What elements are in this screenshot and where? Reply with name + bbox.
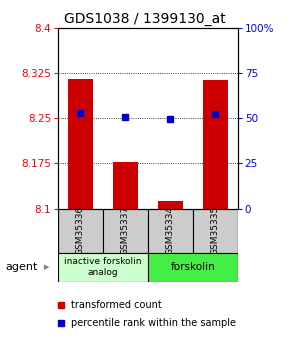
Bar: [58, 253, 148, 282]
Bar: [193, 209, 238, 253]
Bar: [113, 161, 138, 209]
Text: inactive forskolin
analog: inactive forskolin analog: [64, 257, 142, 277]
Bar: [148, 253, 238, 282]
Bar: [58, 209, 103, 253]
Text: GSM35336: GSM35336: [76, 206, 85, 255]
Text: GDS1038 / 1399130_at: GDS1038 / 1399130_at: [64, 12, 226, 26]
Text: transformed count: transformed count: [71, 300, 162, 310]
Bar: [158, 201, 183, 209]
Text: agent: agent: [6, 262, 38, 272]
Text: GSM35335: GSM35335: [211, 206, 220, 255]
Bar: [203, 80, 228, 209]
Text: GSM35334: GSM35334: [166, 206, 175, 255]
Bar: [148, 209, 193, 253]
Bar: [68, 79, 93, 209]
Text: GSM35337: GSM35337: [121, 206, 130, 255]
Bar: [103, 209, 148, 253]
Text: forskolin: forskolin: [171, 262, 215, 272]
Text: percentile rank within the sample: percentile rank within the sample: [71, 318, 236, 327]
